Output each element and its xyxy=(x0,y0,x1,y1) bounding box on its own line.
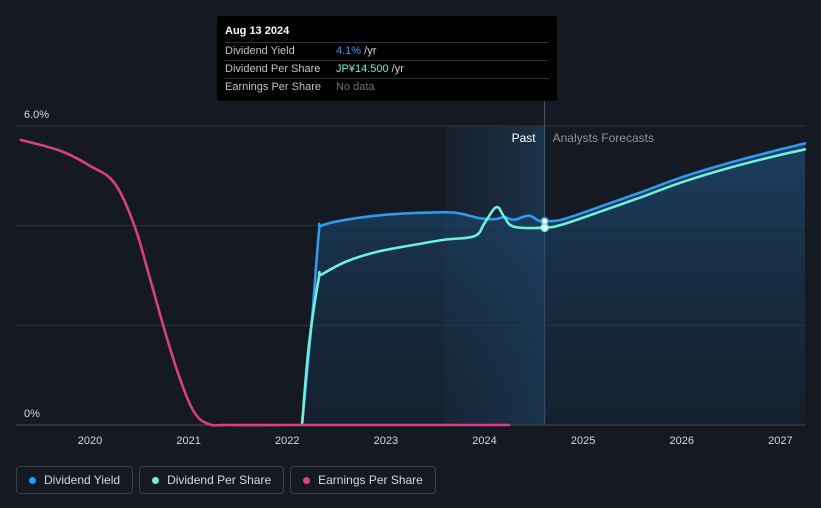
tooltip-value: 4.1% xyxy=(336,45,362,57)
tooltip-label: Dividend Yield xyxy=(225,45,295,57)
x-tick-label: 2021 xyxy=(176,435,200,447)
legend-label: Dividend Per Share xyxy=(167,473,272,487)
earnings-per-share-line xyxy=(19,138,511,427)
dividend-yield-area xyxy=(302,143,805,425)
legend-dot-icon xyxy=(152,476,160,484)
tooltip-date: Aug 13 2024 xyxy=(225,25,290,37)
x-tick-label: 2025 xyxy=(571,435,595,447)
past-label: Past xyxy=(512,131,537,145)
marker-dividend-per-share xyxy=(540,223,549,233)
x-tick-label: 2022 xyxy=(275,435,299,447)
tooltip-unit: /yr xyxy=(388,63,404,75)
forecast-label: Analysts Forecasts xyxy=(553,131,654,145)
x-tick-label: 2027 xyxy=(768,435,792,447)
legend-label: Earnings Per Share xyxy=(318,473,423,487)
legend-item-dividend-yield[interactable]: Dividend Yield xyxy=(16,466,134,494)
tooltip-markers xyxy=(540,216,549,233)
axis-labels: 6.0% 0% 2020 2021 2022 2023 2024 2025 2026 2027 Pa… xyxy=(24,109,793,447)
tooltip: Aug 13 2024 Dividend Yield 4.1% /yr Divi… xyxy=(217,16,557,101)
y-tick-label: 6.0% xyxy=(24,109,49,121)
x-tick-label: 2020 xyxy=(78,435,102,447)
x-tick-label: 2026 xyxy=(669,435,693,447)
legend-item-earnings-per-share[interactable]: Earnings Per Share xyxy=(290,466,436,494)
dividend-yield-area xyxy=(302,143,805,425)
tooltip-row-earnings-per-share: Earnings Per Share No data xyxy=(225,78,549,96)
x-tick-label: 2024 xyxy=(472,435,496,447)
legend: Dividend Yield Dividend Per Share Earnin… xyxy=(16,466,438,494)
legend-dot-icon xyxy=(303,476,311,484)
legend-item-dividend-per-share[interactable]: Dividend Per Share xyxy=(139,466,285,494)
tooltip-label: Earnings Per Share xyxy=(225,81,321,93)
legend-dot-icon xyxy=(29,476,36,484)
tooltip-unit: /yr xyxy=(361,45,377,57)
x-tick-label: 2023 xyxy=(374,435,398,447)
tooltip-value: JP¥14.500 xyxy=(336,63,389,75)
legend-label: Dividend Yield xyxy=(44,473,121,487)
dividend-per-share-line xyxy=(300,148,807,427)
y-tick-label: 0% xyxy=(24,408,40,420)
tooltip-row-dividend-per-share: Dividend Per Share JP¥14.500 /yr xyxy=(225,60,549,78)
series-lines xyxy=(19,138,807,427)
tooltip-value: No data xyxy=(336,81,375,93)
tooltip-row-dividend-yield: Dividend Yield 4.1% /yr xyxy=(225,42,549,60)
tooltip-label: Dividend Per Share xyxy=(225,63,321,75)
